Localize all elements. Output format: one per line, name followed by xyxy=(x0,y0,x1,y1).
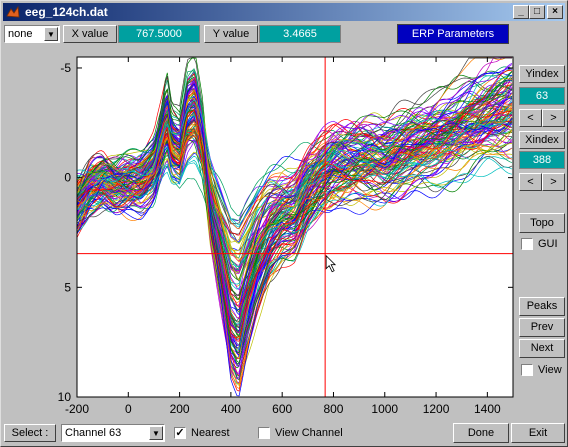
plot-frame xyxy=(76,56,514,398)
channel-trace xyxy=(76,128,513,272)
x-tick-label: 400 xyxy=(221,402,241,416)
mode-dropdown-value: none xyxy=(8,28,33,40)
nearest-label: Nearest xyxy=(191,427,230,439)
view-checkbox[interactable] xyxy=(521,364,533,376)
channel-trace xyxy=(76,57,512,347)
channel-trace xyxy=(76,122,513,271)
nearest-checkbox[interactable]: ✓ xyxy=(174,427,186,439)
view-label: View xyxy=(538,364,562,376)
x-tick-label: 1000 xyxy=(371,402,398,416)
channel-trace xyxy=(76,70,513,336)
peaks-button[interactable]: Peaks xyxy=(519,297,565,316)
view-channel-label: View Channel xyxy=(275,427,343,439)
topo-button[interactable]: Topo xyxy=(519,213,565,233)
x-tick-label: 1200 xyxy=(423,402,450,416)
channel-trace xyxy=(76,62,513,319)
yindex-prev-button[interactable]: < xyxy=(519,109,542,127)
erp-plot[interactable]: -200 0 200 400 600 800 1000 1200 1400 -5 0 5 10 xyxy=(1,47,517,425)
y-tick-label: 0 xyxy=(64,171,71,185)
select-label: Select : xyxy=(4,424,56,442)
x-tick-label: 200 xyxy=(170,402,190,416)
channel-trace xyxy=(76,129,513,263)
chevron-down-icon[interactable]: ▼ xyxy=(149,426,163,440)
y-tick-label: 10 xyxy=(58,390,72,404)
channel-trace xyxy=(76,99,513,226)
y-tick-label: 5 xyxy=(64,280,71,294)
xindex-label: Xindex xyxy=(519,131,565,149)
channel-trace xyxy=(76,57,513,367)
done-button[interactable]: Done xyxy=(453,423,509,443)
title-bar: eeg_124ch.dat _ □ × xyxy=(3,3,565,21)
maximize-button[interactable]: □ xyxy=(529,5,545,19)
exit-button[interactable]: Exit xyxy=(511,423,565,443)
next-button[interactable]: Next xyxy=(519,339,565,358)
xindex-value[interactable]: 388 xyxy=(519,151,565,169)
y-value-field[interactable]: 3.4665 xyxy=(259,25,341,43)
channel-trace xyxy=(76,119,513,271)
gui-checkbox[interactable] xyxy=(521,238,533,250)
x-value-label: X value xyxy=(63,25,117,43)
chevron-down-icon[interactable]: ▼ xyxy=(44,27,58,41)
close-button[interactable]: × xyxy=(547,5,563,19)
channel-trace xyxy=(76,113,513,332)
x-value-field[interactable]: 767.5000 xyxy=(118,25,200,43)
mode-dropdown[interactable]: none ▼ xyxy=(4,25,60,43)
yindex-value[interactable]: 63 xyxy=(519,87,565,105)
matlab-logo-icon xyxy=(6,5,20,18)
y-value-label: Y value xyxy=(204,25,258,43)
channel-dropdown-value: Channel 63 xyxy=(65,427,122,439)
mouse-cursor-icon xyxy=(325,254,337,273)
xindex-next-button[interactable]: > xyxy=(542,173,565,191)
yindex-label: Yindex xyxy=(519,65,565,83)
channel-trace xyxy=(76,146,513,285)
y-tick-label: -5 xyxy=(60,61,71,75)
channel-dropdown[interactable]: Channel 63 ▼ xyxy=(61,424,165,442)
xindex-prev-button[interactable]: < xyxy=(519,173,542,191)
x-tick-label: 0 xyxy=(125,402,132,416)
channel-trace xyxy=(76,82,513,397)
channel-trace xyxy=(76,57,512,349)
channel-trace xyxy=(76,112,513,323)
channel-trace xyxy=(76,71,513,364)
channel-trace xyxy=(76,70,513,342)
gui-label: GUI xyxy=(538,238,558,250)
channel-trace xyxy=(76,119,513,236)
channel-trace xyxy=(76,144,513,268)
x-tick-label: 800 xyxy=(323,402,343,416)
channel-traces xyxy=(76,57,513,397)
x-tick-label: 1400 xyxy=(474,402,501,416)
minimize-button[interactable]: _ xyxy=(513,5,529,19)
channel-trace xyxy=(76,85,513,300)
channel-trace xyxy=(76,77,513,358)
x-tick-label: -200 xyxy=(65,402,89,416)
channel-trace xyxy=(76,81,513,334)
prev-button[interactable]: Prev xyxy=(519,318,565,337)
window-title: eeg_124ch.dat xyxy=(25,5,108,19)
x-tick-label: 600 xyxy=(272,402,292,416)
erp-parameters-button[interactable]: ERP Parameters xyxy=(397,24,509,44)
channel-trace xyxy=(76,126,513,377)
yindex-next-button[interactable]: > xyxy=(542,109,565,127)
view-channel-checkbox[interactable] xyxy=(258,427,270,439)
